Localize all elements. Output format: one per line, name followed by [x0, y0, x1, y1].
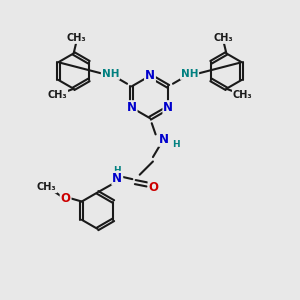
Text: O: O — [148, 181, 158, 194]
Text: O: O — [61, 192, 70, 205]
Text: CH₃: CH₃ — [67, 33, 86, 43]
Text: N: N — [164, 101, 173, 114]
Text: N: N — [127, 101, 136, 114]
Text: CH₃: CH₃ — [214, 33, 233, 43]
Text: CH₃: CH₃ — [48, 90, 67, 100]
Text: NH: NH — [102, 69, 119, 79]
Text: H: H — [113, 166, 121, 175]
Text: H: H — [172, 140, 179, 149]
Text: CH₃: CH₃ — [37, 182, 56, 192]
Text: NH: NH — [181, 69, 198, 79]
Text: CH₃: CH₃ — [233, 90, 252, 100]
Text: N: N — [112, 172, 122, 185]
Text: N: N — [145, 69, 155, 82]
Text: N: N — [159, 133, 169, 146]
